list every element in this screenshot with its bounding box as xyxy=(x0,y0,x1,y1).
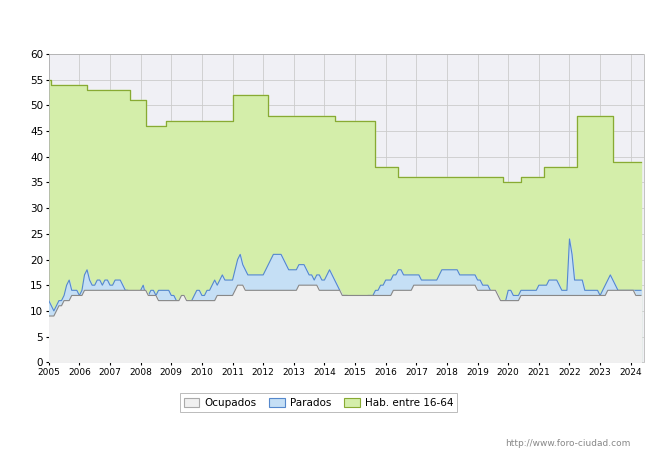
Text: Medinilla - Evolucion de la poblacion en edad de Trabajar Mayo de 2024: Medinilla - Evolucion de la poblacion en… xyxy=(88,17,562,30)
Legend: Ocupados, Parados, Hab. entre 16-64: Ocupados, Parados, Hab. entre 16-64 xyxy=(179,393,458,412)
Text: http://www.foro-ciudad.com: http://www.foro-ciudad.com xyxy=(505,439,630,448)
